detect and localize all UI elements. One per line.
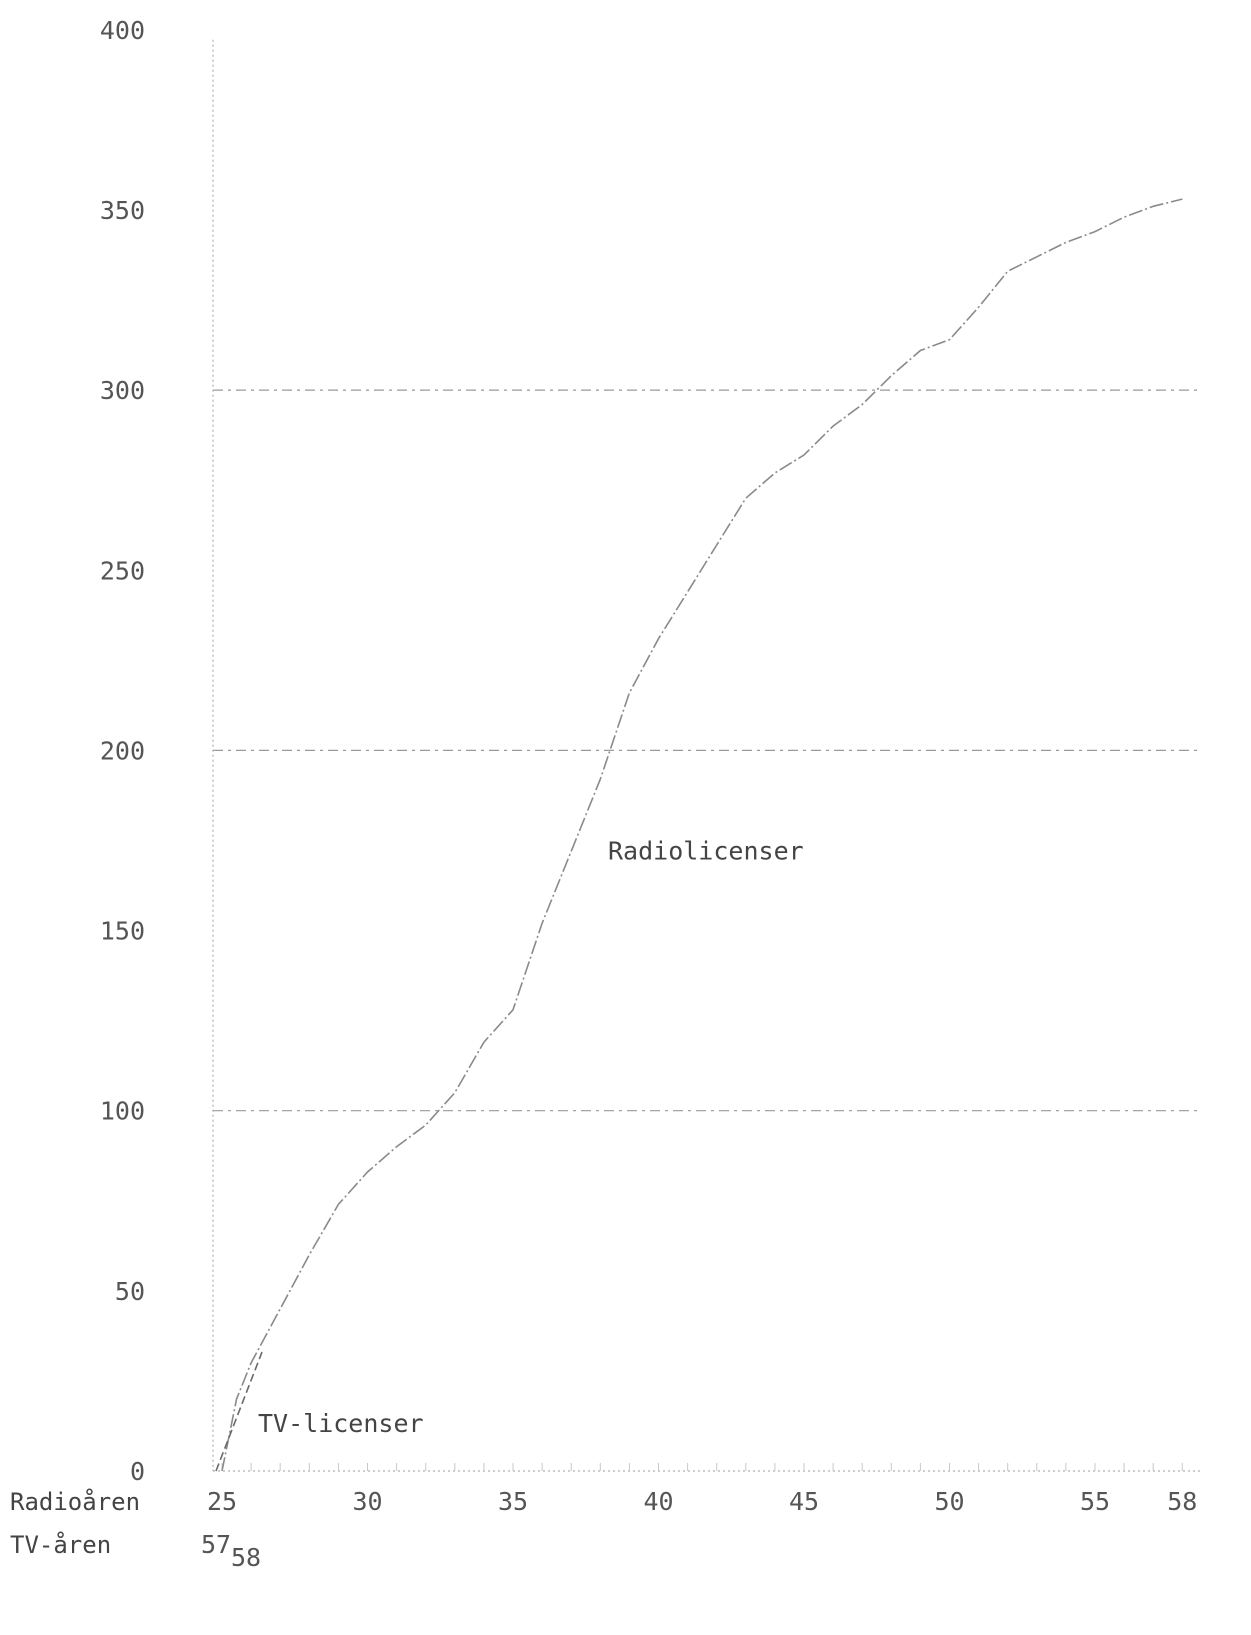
radio-year-tick-45: 45 xyxy=(789,1487,819,1516)
y-tick-label-150: 150 xyxy=(100,917,145,946)
y-tick-label-50: 50 xyxy=(115,1277,145,1306)
series xyxy=(215,198,1183,1472)
radio-years-row-label: Radioåren xyxy=(10,1487,140,1516)
radio-year-tick-55: 55 xyxy=(1080,1487,1110,1516)
series-line-radiolicenser xyxy=(221,198,1183,1472)
tv-licenser-series-label: TV-licenser xyxy=(258,1409,424,1438)
grid-lines xyxy=(213,389,1200,1112)
radio-year-tick-35: 35 xyxy=(498,1487,528,1516)
radio-year-tick-50: 50 xyxy=(934,1487,964,1516)
y-tick-label-100: 100 xyxy=(100,1097,145,1126)
radio-year-tick-25: 25 xyxy=(207,1487,237,1516)
radio-year-tick-labels: 25 30 35 40 45 50 55 58 xyxy=(207,1487,1197,1516)
y-tick-label-350: 350 xyxy=(100,196,145,225)
series-line-tv-licenser xyxy=(215,1351,263,1472)
x-minor-ticks xyxy=(221,1463,1183,1471)
y-tick-label-0: 0 xyxy=(130,1457,145,1486)
tv-year-tick-start: 57 xyxy=(201,1530,231,1559)
y-tick-label-400: 400 xyxy=(100,16,145,45)
radiolicenser-series-label: Radiolicenser xyxy=(608,836,804,865)
y-tick-label-300: 300 xyxy=(100,376,145,405)
y-tick-label-250: 250 xyxy=(100,556,145,585)
y-tick-label-200: 200 xyxy=(100,736,145,765)
radio-year-tick-58: 58 xyxy=(1167,1487,1197,1516)
tv-years-row-label: TV-åren xyxy=(10,1530,111,1559)
radio-year-tick-30: 30 xyxy=(352,1487,382,1516)
radio-year-tick-40: 40 xyxy=(643,1487,673,1516)
tv-year-tick-end: 58 xyxy=(231,1543,261,1572)
y-tick-labels: 0 50 100 150 200 250 300 350 400 xyxy=(100,16,145,1486)
